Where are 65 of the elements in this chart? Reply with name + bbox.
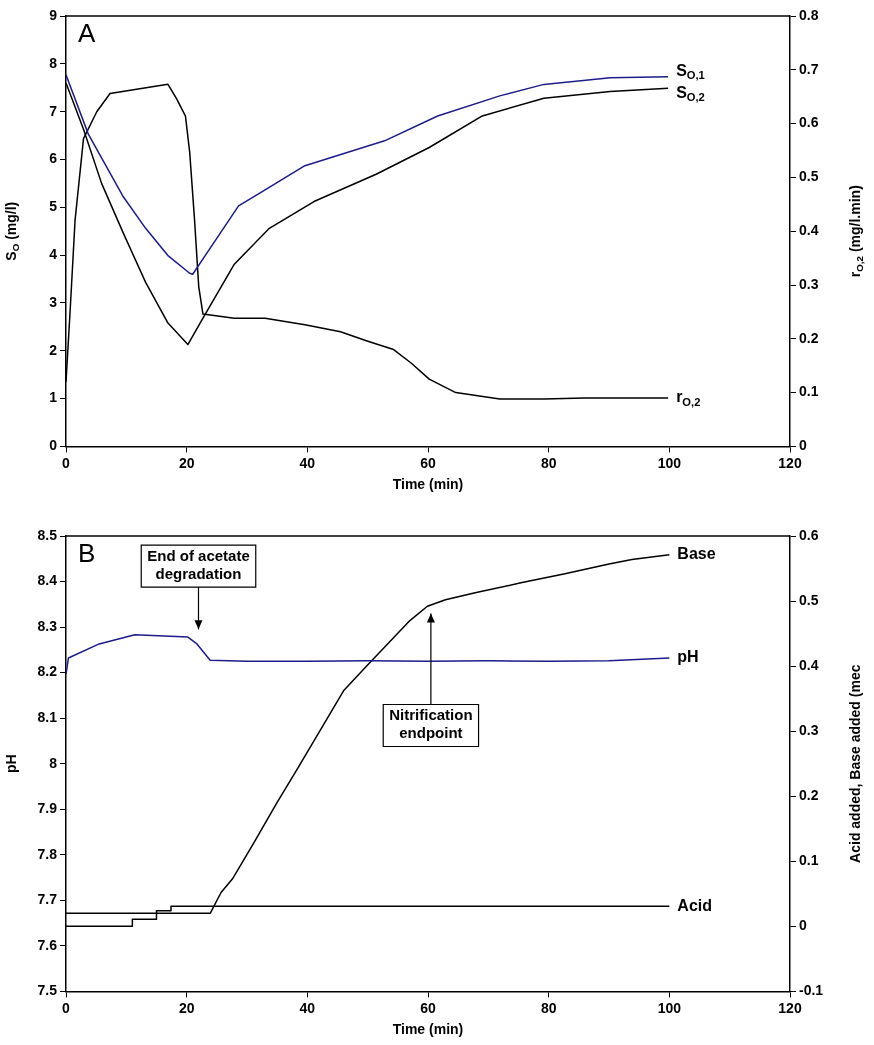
y2-axis-title: Acid added, Base added (mec <box>846 664 863 863</box>
y-tick-label: 1 <box>49 389 58 406</box>
y2-tick-label: 0.2 <box>799 329 819 346</box>
y2-tick-label: 0.5 <box>799 168 819 185</box>
y2-tick-label: 0.1 <box>799 383 819 400</box>
x-axis-title: Time (min) <box>392 476 464 493</box>
y-tick-label: 6 <box>49 150 58 167</box>
y2-tick-label: 0.3 <box>799 722 819 739</box>
annotation: Nitrification endpoint <box>389 706 473 742</box>
x-tick-label: 20 <box>178 999 195 1016</box>
y-tick-label: 4 <box>49 245 58 262</box>
annotation: End of acetate degradation <box>147 546 250 582</box>
y-axis-title: pH <box>2 754 19 774</box>
y-tick-label: 8.4 <box>37 572 58 589</box>
y-tick-label: 7.9 <box>37 800 58 817</box>
x-tick-label: 60 <box>420 454 436 471</box>
y2-tick-label: 0.1 <box>799 852 819 869</box>
x-tick-label: 20 <box>178 454 195 471</box>
y-tick-label: 7.8 <box>37 845 58 862</box>
y2-tick-label: 0.2 <box>799 787 819 804</box>
x-tick-label: 120 <box>778 454 802 471</box>
y-tick-label: 7 <box>49 102 58 119</box>
series-label: Acid <box>677 896 713 914</box>
y2-tick-label: -0.1 <box>799 982 824 999</box>
x-tick-label: 100 <box>657 454 682 471</box>
y-tick-label: 8.1 <box>37 709 58 726</box>
y-tick-label: 8.2 <box>37 663 58 680</box>
y-tick-label: 9 <box>49 6 58 23</box>
x-tick-label: 40 <box>299 999 316 1016</box>
x-tick-label: 40 <box>299 454 316 471</box>
x-tick-label: 120 <box>778 999 802 1016</box>
y-tick-label: 8.5 <box>37 526 58 543</box>
y2-tick-label: 0.6 <box>799 114 819 131</box>
annotation: B <box>78 538 96 569</box>
series-label: pH <box>677 648 699 666</box>
y-tick-label: 2 <box>49 341 58 358</box>
x-tick-label: 0 <box>62 999 71 1016</box>
y2-tick-label: 0.7 <box>799 60 819 77</box>
x-tick-label: 80 <box>540 999 557 1016</box>
x-tick-label: 0 <box>62 454 71 471</box>
y-tick-label: 3 <box>49 293 58 310</box>
y-tick-label: 8 <box>49 754 58 771</box>
x-axis-title: Time (min) <box>392 1021 464 1038</box>
y2-tick-label: 0 <box>799 437 807 454</box>
y-tick-label: 8.3 <box>37 617 58 634</box>
y2-tick-label: 0.4 <box>799 222 819 239</box>
y2-tick-label: 0.6 <box>799 526 819 543</box>
y-axis-title: SO (mg/l) <box>2 201 21 261</box>
y2-tick-label: 0.3 <box>799 275 819 292</box>
y-tick-label: 7.7 <box>37 891 58 908</box>
x-tick-label: 80 <box>540 454 557 471</box>
y-tick-label: 5 <box>49 198 58 215</box>
x-tick-label: 100 <box>657 999 682 1016</box>
x-tick-label: 60 <box>420 999 436 1016</box>
y-tick-label: 8 <box>49 54 58 71</box>
series-label: Base <box>677 545 716 563</box>
y-tick-label: 7.5 <box>37 982 58 999</box>
y-tick-label: 0 <box>49 437 58 454</box>
y2-axis-title: rO,2 (mg/l.min) <box>846 185 865 278</box>
annotation: A <box>78 18 96 49</box>
y2-tick-label: 0.4 <box>799 656 819 673</box>
y2-tick-label: 0.8 <box>799 6 819 23</box>
y-tick-label: 7.6 <box>37 936 58 953</box>
y2-tick-label: 0 <box>799 917 807 934</box>
y2-tick-label: 0.5 <box>799 591 819 608</box>
